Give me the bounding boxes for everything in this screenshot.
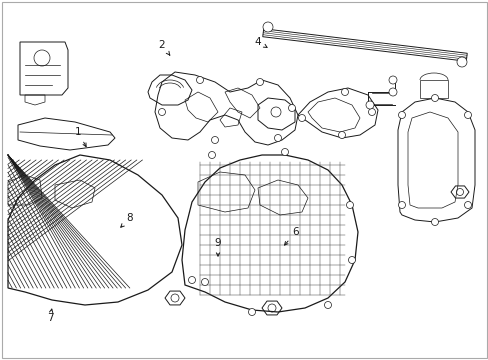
Circle shape bbox=[398, 202, 405, 208]
Text: 6: 6 bbox=[284, 227, 299, 245]
Circle shape bbox=[211, 136, 218, 144]
Circle shape bbox=[158, 108, 165, 116]
Circle shape bbox=[388, 76, 396, 84]
Circle shape bbox=[464, 202, 470, 208]
Text: 5: 5 bbox=[0, 359, 1, 360]
Circle shape bbox=[263, 22, 272, 32]
Text: 1: 1 bbox=[75, 127, 86, 147]
Circle shape bbox=[388, 88, 396, 96]
Text: 11: 11 bbox=[0, 359, 1, 360]
Circle shape bbox=[196, 77, 203, 84]
Circle shape bbox=[281, 149, 288, 156]
Text: 2: 2 bbox=[159, 40, 169, 55]
Text: 12: 12 bbox=[0, 359, 1, 360]
Circle shape bbox=[248, 309, 255, 315]
Circle shape bbox=[456, 57, 466, 67]
Text: 13: 13 bbox=[0, 359, 1, 360]
Circle shape bbox=[346, 202, 353, 208]
Circle shape bbox=[208, 152, 215, 158]
Circle shape bbox=[341, 89, 348, 95]
Circle shape bbox=[398, 112, 405, 118]
Text: 8: 8 bbox=[121, 213, 133, 227]
Circle shape bbox=[348, 256, 355, 264]
Circle shape bbox=[338, 131, 345, 139]
Text: 10: 10 bbox=[0, 359, 1, 360]
Text: 9: 9 bbox=[214, 238, 221, 256]
Circle shape bbox=[324, 302, 331, 309]
Text: 3: 3 bbox=[0, 359, 1, 360]
Circle shape bbox=[368, 108, 375, 116]
Circle shape bbox=[464, 112, 470, 118]
Circle shape bbox=[201, 279, 208, 285]
Circle shape bbox=[365, 101, 373, 109]
Circle shape bbox=[188, 276, 195, 284]
Circle shape bbox=[430, 94, 438, 102]
Text: 7: 7 bbox=[46, 309, 53, 323]
Circle shape bbox=[274, 135, 281, 141]
Circle shape bbox=[430, 219, 438, 225]
Circle shape bbox=[256, 78, 263, 86]
Text: 4: 4 bbox=[254, 37, 266, 48]
Circle shape bbox=[298, 114, 305, 122]
Circle shape bbox=[288, 104, 295, 112]
